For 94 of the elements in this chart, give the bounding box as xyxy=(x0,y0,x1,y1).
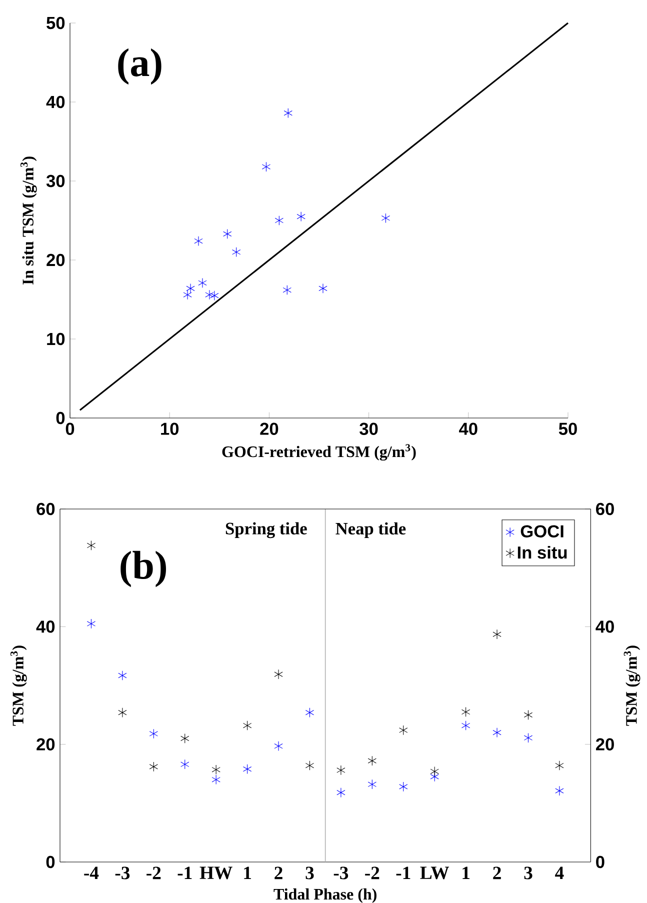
point xyxy=(296,212,306,222)
point xyxy=(368,756,376,766)
point xyxy=(242,720,252,730)
point xyxy=(242,764,252,774)
y-tick-label: 10 xyxy=(47,332,65,346)
y2-tick-label: 40 xyxy=(596,620,614,633)
y-tick-label: 20 xyxy=(36,738,55,750)
x-tick-label: 10 xyxy=(161,422,179,435)
y-tick-label: 0 xyxy=(56,412,65,424)
y-tick-label: 30 xyxy=(46,174,65,188)
point xyxy=(118,708,127,718)
y-tick-label: 20 xyxy=(46,254,65,266)
x-tick-label: 30 xyxy=(360,422,378,435)
point xyxy=(180,759,190,770)
x-tick-label: 40 xyxy=(459,422,478,435)
legend-label: In situ xyxy=(518,546,567,559)
point xyxy=(555,786,564,796)
point xyxy=(368,779,376,790)
point xyxy=(492,728,502,738)
annotation: Neap tide xyxy=(336,522,406,538)
x-axis-title: Tidal Phase (h) xyxy=(274,888,376,903)
annotation: Spring tide xyxy=(226,522,307,538)
legend-label: GOCI xyxy=(520,525,564,538)
point xyxy=(461,720,470,730)
point xyxy=(86,540,96,550)
y2-tick-label: 0 xyxy=(596,856,604,868)
point xyxy=(381,213,390,224)
point xyxy=(524,710,533,720)
y-tick-label: 60 xyxy=(36,502,55,516)
point xyxy=(180,734,190,744)
x-tick-label: 0 xyxy=(66,422,74,435)
point xyxy=(430,766,439,776)
y-axis-title: TSM (g/m$^{3}$) xyxy=(10,646,27,726)
x-tick-label: 3 xyxy=(524,866,532,880)
x-tick-label: LW xyxy=(420,866,450,880)
point xyxy=(274,216,284,226)
point xyxy=(305,708,314,718)
x-tick-label: 3 xyxy=(306,866,314,880)
annotation: (b) xyxy=(120,550,166,588)
point xyxy=(555,760,564,770)
point xyxy=(262,162,271,172)
point xyxy=(282,285,292,295)
point xyxy=(212,774,220,785)
y-tick-label: 0 xyxy=(46,856,55,868)
point xyxy=(399,782,408,792)
point xyxy=(305,760,314,770)
point xyxy=(118,670,127,680)
y-axis-title: In situ TSM (g/m$^{3}$) xyxy=(20,156,37,285)
point xyxy=(186,284,195,294)
y2-tick-label: 20 xyxy=(596,738,614,750)
y-tick-label: 50 xyxy=(46,16,65,30)
point xyxy=(212,764,220,775)
point xyxy=(461,707,470,717)
point xyxy=(223,228,232,239)
x-tick-label: -3 xyxy=(334,866,348,880)
point xyxy=(274,741,283,752)
point xyxy=(336,788,346,798)
point xyxy=(274,669,283,680)
x-tick-label: -2 xyxy=(146,866,161,880)
x-tick-label: HW xyxy=(200,866,232,880)
point xyxy=(86,618,96,629)
point xyxy=(183,290,192,300)
point xyxy=(149,728,158,739)
point xyxy=(284,108,292,118)
point xyxy=(149,762,158,772)
point xyxy=(232,247,241,258)
y2-axis-title: TSM (g/m$^{3}$) xyxy=(624,646,640,726)
y2-tick-label: 60 xyxy=(596,502,614,516)
point xyxy=(492,629,502,640)
point xyxy=(210,290,219,300)
x-tick-label: 1 xyxy=(244,866,251,880)
x-tick-label: 1 xyxy=(462,866,470,880)
point xyxy=(205,290,214,300)
y-tick-label: 40 xyxy=(36,620,55,633)
x-tick-label: 50 xyxy=(558,422,577,435)
annotation: (a) xyxy=(118,48,162,85)
point xyxy=(430,772,439,782)
x-tick-label: 2 xyxy=(493,866,501,880)
x-tick-label: -4 xyxy=(84,866,99,879)
point xyxy=(318,284,328,294)
point xyxy=(399,725,408,736)
y-tick-label: 40 xyxy=(46,96,65,108)
x-tick-label: 2 xyxy=(274,866,282,880)
point xyxy=(198,278,207,288)
x-tick-label: -2 xyxy=(365,866,380,880)
x-tick-label: -3 xyxy=(115,866,130,880)
point xyxy=(194,236,203,246)
point xyxy=(336,765,346,776)
x-tick-label: -1 xyxy=(178,866,192,880)
x-axis-title: GOCI-retrieved TSM (g/m$^{3}$) xyxy=(222,444,416,461)
point xyxy=(524,732,533,743)
x-tick-label: 4 xyxy=(555,866,564,879)
x-tick-label: 20 xyxy=(260,422,278,435)
x-tick-label: -1 xyxy=(396,866,410,880)
